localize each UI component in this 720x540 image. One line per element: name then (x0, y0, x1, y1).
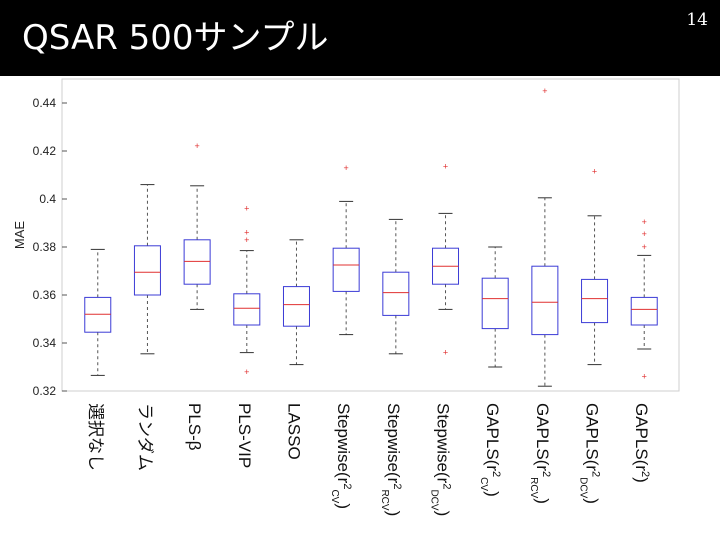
category-label: GAPLS(r2RCV) (528, 403, 552, 504)
iqr-box (183, 239, 211, 285)
iqr-box (282, 286, 310, 327)
category-label: Stepwise(r2RCV) (379, 403, 403, 516)
iqr-box (481, 277, 509, 330)
category-label: PLS-VIP (235, 403, 254, 468)
iqr-box (133, 245, 161, 296)
box-group: + (332, 163, 360, 336)
iqr-box (382, 271, 410, 316)
category-label: Stepwise(r2CV) (330, 403, 354, 509)
box-group: ++++ (233, 204, 261, 377)
category-label: GAPLS(r2) (632, 403, 651, 483)
outlier-marker: + (642, 229, 647, 239)
category-label: LASSO (284, 403, 303, 460)
y-tick-label: 0.36 (33, 288, 57, 302)
y-tick-label: 0.32 (33, 384, 57, 398)
category-label: GAPLS(r2CV) (479, 403, 503, 497)
plot-frame (61, 78, 680, 392)
outlier-marker: + (542, 86, 547, 96)
box-plot-chart: 0.320.340.360.380.40.420.44MAE++++++++++… (12, 78, 680, 516)
y-axis-label: MAE (12, 221, 27, 250)
outlier-marker: + (642, 372, 647, 382)
category-label: 選択なし (86, 403, 105, 471)
box-group: ++ (432, 162, 460, 358)
box-group (382, 218, 410, 355)
title-bar: QSAR 500サンプル 14 (0, 0, 720, 76)
iqr-box (332, 247, 360, 292)
box-group: + (183, 141, 211, 310)
iqr-box (84, 296, 112, 333)
outlier-marker: + (344, 163, 349, 173)
slide-number: 14 (686, 10, 708, 30)
outlier-marker: + (244, 235, 249, 245)
outlier-marker: + (642, 242, 647, 252)
outlier-marker: + (244, 367, 249, 377)
iqr-box (531, 265, 559, 336)
category-label: PLS-β (185, 403, 204, 451)
iqr-box (630, 296, 658, 326)
outlier-marker: + (592, 166, 597, 176)
category-label: GAPLS(r2DCV) (578, 403, 602, 504)
category-label: ランダム (135, 403, 154, 471)
box-group: + (581, 166, 609, 366)
box-group (481, 246, 509, 368)
y-tick-label: 0.34 (33, 336, 57, 350)
slide-title: QSAR 500サンプル (22, 18, 329, 58)
iqr-box (581, 278, 609, 324)
iqr-box (233, 293, 261, 326)
box-group: + + + + (630, 217, 658, 382)
box-group: + (531, 86, 559, 387)
y-tick-label: 0.42 (33, 144, 57, 158)
box-group (133, 184, 161, 355)
outlier-marker: + (244, 228, 249, 238)
box-group (282, 239, 310, 366)
outlier-marker: + (642, 217, 647, 227)
outlier-marker: + (443, 348, 448, 358)
outlier-marker: + (194, 141, 199, 151)
y-tick-label: 0.4 (39, 192, 56, 206)
box-group (84, 248, 112, 376)
category-label: Stepwise(r2DCV) (429, 403, 453, 516)
y-tick-label: 0.38 (33, 240, 57, 254)
outlier-marker: + (443, 162, 448, 172)
outlier-marker: + (244, 204, 249, 214)
y-tick-label: 0.44 (33, 96, 57, 110)
